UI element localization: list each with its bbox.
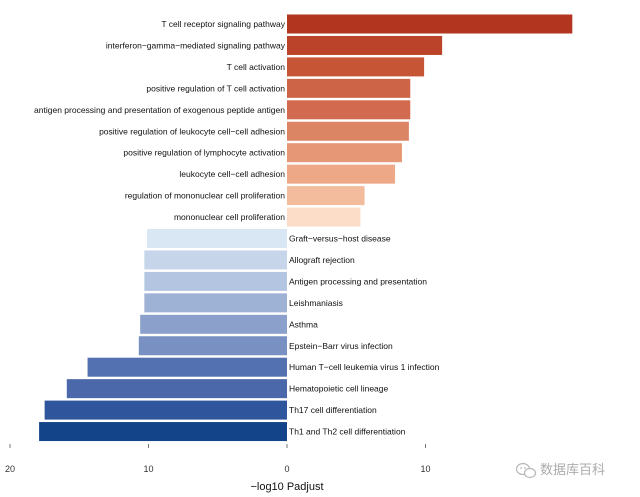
bar-positive bbox=[287, 186, 365, 206]
bar-label: leukocyte cell−cell adhesion bbox=[179, 169, 285, 179]
bar-label: Human T−cell leukemia virus 1 infection bbox=[289, 362, 440, 372]
bar-label: Allograft rejection bbox=[289, 255, 355, 265]
bar-positive bbox=[287, 207, 361, 227]
x-axis-ticks: 20 10 0 10 bbox=[5, 444, 431, 474]
bar-positive bbox=[287, 35, 443, 55]
bar-positive bbox=[287, 121, 409, 141]
bar-label: Leishmaniasis bbox=[289, 298, 343, 308]
bar-label: positive regulation of lymphocyte activa… bbox=[123, 148, 285, 158]
bar-negative bbox=[147, 229, 287, 248]
bar-positive bbox=[287, 78, 411, 98]
negative-labels-group: Graft−versus−host disease Allograft rejec… bbox=[289, 234, 440, 437]
x-tick-label: 10 bbox=[143, 464, 153, 474]
bar-label: Th17 cell differentiation bbox=[289, 405, 377, 415]
bar-positive bbox=[287, 57, 425, 77]
bar-negative bbox=[144, 250, 287, 270]
bar-label: Asthma bbox=[289, 319, 318, 329]
x-axis-title: −log10 Padjust bbox=[250, 481, 323, 493]
x-tick-label: 10 bbox=[420, 464, 430, 474]
bar-negative bbox=[87, 357, 287, 377]
bar-label: positive regulation of T cell activation bbox=[146, 83, 285, 93]
bar-positive bbox=[287, 143, 402, 163]
bar-label: T cell receptor signaling pathway bbox=[161, 19, 285, 29]
bar-label: regulation of mononuclear cell prolifera… bbox=[125, 191, 285, 201]
bar-label: Graft−versus−host disease bbox=[289, 234, 391, 244]
bar-label: Th1 and Th2 cell differentiation bbox=[289, 427, 406, 437]
bar-positive bbox=[287, 100, 411, 120]
bar-label: Hematopoietic cell lineage bbox=[289, 384, 388, 394]
bar-label: interferon−gamma−mediated signaling path… bbox=[106, 40, 286, 50]
bar-label: positive regulation of leukocyte cell−ce… bbox=[99, 126, 285, 136]
bar-negative bbox=[144, 271, 287, 291]
bar-negative bbox=[39, 422, 288, 442]
bar-negative bbox=[144, 293, 287, 313]
bar-positive bbox=[287, 164, 396, 184]
x-tick-label: 20 bbox=[5, 464, 15, 474]
bar-label: mononuclear cell proliferation bbox=[174, 212, 285, 222]
watermark-text: 数据库百科 bbox=[540, 462, 605, 478]
bar-positive bbox=[287, 14, 573, 34]
bar-negative bbox=[140, 314, 287, 334]
bar-negative bbox=[138, 336, 287, 356]
positive-labels-group: T cell receptor signaling pathway interfe… bbox=[34, 19, 286, 222]
positive-bars-group bbox=[287, 14, 573, 227]
bar-label: antigen processing and presentation of e… bbox=[34, 105, 285, 115]
watermark: 数据库百科 bbox=[515, 462, 605, 479]
bar-label: T cell activation bbox=[227, 62, 286, 72]
wechat-icon bbox=[515, 462, 537, 479]
x-tick-label: 0 bbox=[284, 464, 289, 474]
bar-negative bbox=[66, 379, 287, 399]
bar-label: Epstein−Barr virus infection bbox=[289, 341, 393, 351]
negative-bars-group bbox=[39, 229, 288, 442]
bar-label: Antigen processing and presentation bbox=[289, 276, 427, 286]
bar-negative bbox=[44, 400, 287, 420]
